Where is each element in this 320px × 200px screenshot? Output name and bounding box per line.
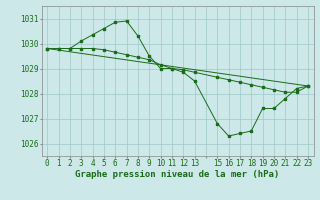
X-axis label: Graphe pression niveau de la mer (hPa): Graphe pression niveau de la mer (hPa) [76,170,280,179]
